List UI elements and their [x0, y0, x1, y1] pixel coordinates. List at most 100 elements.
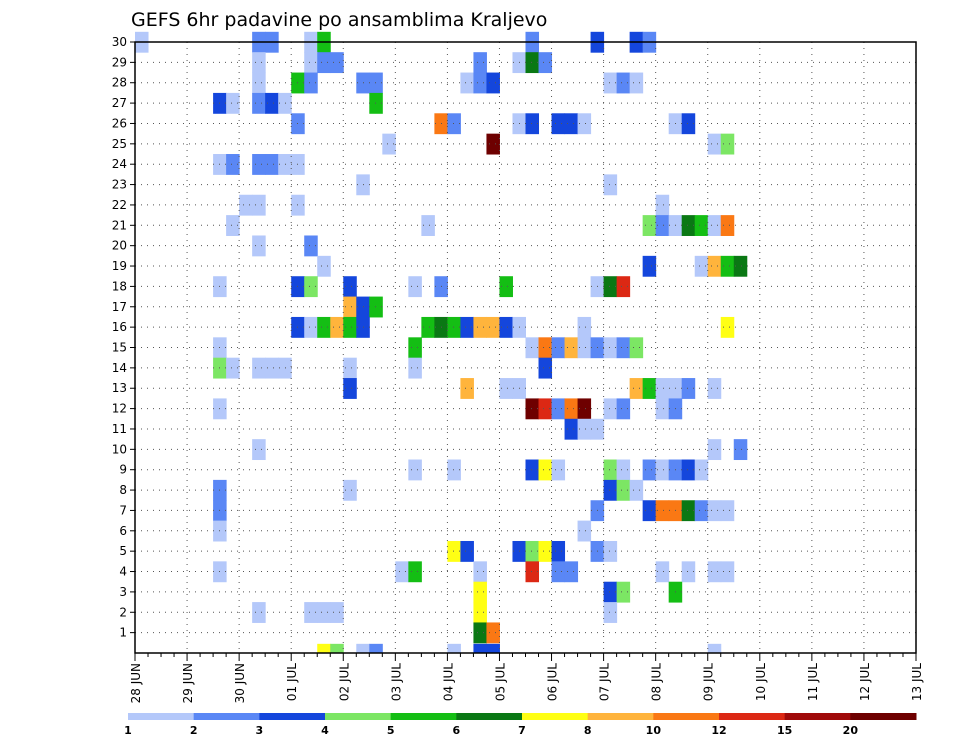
heatmap-cell — [681, 113, 696, 135]
heatmap-cell — [460, 378, 474, 399]
heatmap-cell — [486, 72, 500, 94]
heatmap-cell — [317, 316, 331, 338]
heatmap-cell — [395, 561, 409, 583]
heatmap-cell — [499, 316, 513, 338]
heatmap-cell — [720, 133, 735, 155]
heatmap-cell — [538, 459, 553, 481]
heatmap-cell — [629, 72, 644, 94]
heatmap-cell — [707, 500, 722, 522]
heatmap-cell — [447, 643, 461, 654]
heatmap-cell — [278, 154, 292, 175]
heatmap-cell — [603, 398, 618, 420]
heatmap-cell — [655, 194, 670, 216]
heatmap-cell — [616, 72, 631, 94]
heatmap-cell — [642, 255, 657, 277]
heatmap-cell — [551, 337, 566, 359]
heatmap-cell — [486, 316, 500, 338]
heatmap-cell — [655, 398, 670, 420]
heatmap-cell — [707, 561, 722, 583]
y-tick-label: 12 — [112, 402, 127, 416]
heatmap-cell — [473, 52, 487, 74]
heatmap-cell — [603, 276, 618, 298]
heatmap-cell — [551, 540, 566, 562]
heatmap-cell — [226, 215, 240, 236]
heatmap-cell — [616, 398, 631, 420]
heatmap-cell — [603, 72, 618, 94]
heatmap-cell — [616, 479, 631, 501]
heatmap-cell — [408, 357, 422, 379]
x-tick-label: 30 JUN — [233, 663, 247, 703]
legend-label: 6 — [453, 724, 461, 737]
y-axis: 1234567891011121314151617181920212223242… — [112, 35, 135, 640]
y-tick-label: 8 — [119, 483, 127, 497]
heatmap-cell — [278, 92, 292, 114]
heatmap-cell — [408, 561, 422, 583]
heatmap-cell — [343, 378, 357, 399]
plot-area — [134, 31, 917, 654]
heatmap-cell — [330, 643, 344, 654]
heatmap-cell — [252, 602, 266, 623]
legend-swatch — [259, 713, 326, 720]
chart-title: GEFS 6hr padavine po ansamblima Kraljevo — [131, 9, 547, 31]
legend-swatch — [587, 713, 654, 720]
y-tick-label: 22 — [112, 198, 127, 212]
heatmap-cell — [473, 72, 487, 94]
heatmap-cell — [330, 52, 344, 74]
heatmap-cell — [421, 316, 435, 338]
heatmap-cell — [616, 459, 631, 481]
y-tick-label: 3 — [119, 585, 127, 599]
heatmap-cell — [564, 398, 579, 420]
legend-label: 10 — [646, 724, 662, 737]
heatmap-cell — [577, 520, 592, 542]
heatmap-cell — [265, 154, 279, 175]
x-tick-label: 02 JUL — [337, 663, 351, 701]
heatmap-cell — [252, 439, 266, 461]
legend-swatch — [456, 713, 523, 720]
heatmap-cell — [252, 194, 266, 216]
heatmap-cell — [330, 602, 344, 623]
heatmap-cell — [460, 540, 474, 562]
heatmap-cell — [720, 255, 735, 277]
legend-label: 20 — [843, 724, 859, 737]
heatmap-cell — [694, 215, 709, 236]
heatmap-cell — [642, 459, 657, 481]
heatmap-cell — [694, 255, 709, 277]
heatmap-cell — [655, 378, 670, 399]
y-tick-label: 18 — [112, 279, 127, 293]
y-tick-label: 5 — [119, 544, 127, 558]
heatmap-cell — [681, 561, 696, 583]
y-tick-label: 4 — [119, 565, 127, 579]
legend-swatch — [193, 713, 260, 720]
y-tick-label: 11 — [112, 422, 127, 436]
heatmap-cell — [655, 561, 670, 583]
heatmap-cell — [486, 133, 500, 155]
legend-label: 7 — [518, 724, 526, 737]
heatmap-cell — [720, 316, 735, 338]
heatmap-cell — [577, 316, 592, 338]
heatmap-cell — [252, 92, 266, 114]
legend-label: 4 — [321, 724, 329, 737]
heatmap-cell — [252, 235, 266, 257]
x-tick-label: 11 JUL — [806, 663, 820, 701]
heatmap-cell — [343, 479, 357, 501]
heatmap-cell — [447, 316, 461, 338]
heatmap-cell — [564, 337, 579, 359]
heatmap-cell — [655, 500, 670, 522]
heatmap-cell — [720, 215, 735, 236]
heatmap-cell — [304, 72, 318, 94]
legend-label: 2 — [190, 724, 198, 737]
heatmap-cell — [356, 643, 370, 654]
x-tick-label: 05 JUL — [493, 663, 507, 701]
legend-swatch — [128, 713, 195, 720]
heatmap-cell — [525, 540, 540, 562]
y-tick-label: 20 — [112, 239, 127, 253]
heatmap-cell — [551, 459, 566, 481]
heatmap-cell — [447, 540, 461, 562]
heatmap-cell — [538, 398, 553, 420]
heatmap-cell — [343, 276, 357, 298]
heatmap-cell — [733, 439, 748, 461]
legend-label: 15 — [777, 724, 792, 737]
heatmap-cell — [577, 113, 592, 135]
heatmap-cell — [525, 337, 540, 359]
legend-label: 12 — [711, 724, 726, 737]
